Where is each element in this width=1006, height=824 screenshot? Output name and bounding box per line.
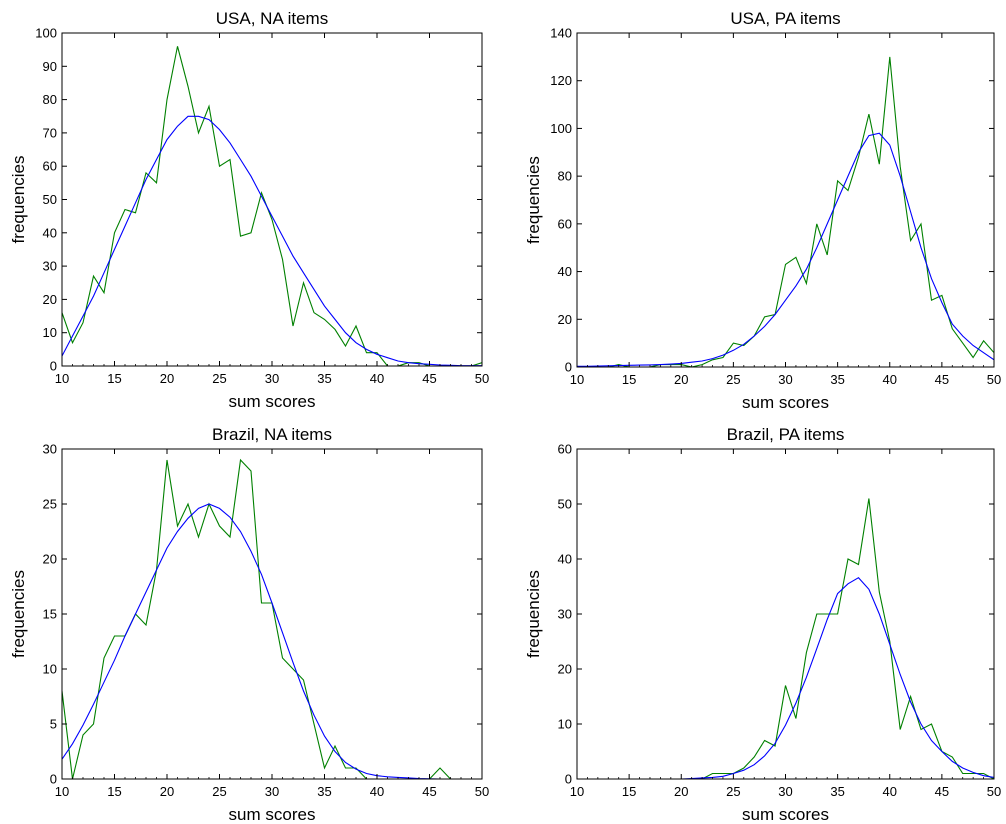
x-tick-label: 15 xyxy=(107,371,121,386)
x-tick-label: 20 xyxy=(674,784,688,799)
y-tick-label: 90 xyxy=(43,59,57,74)
series-line-observed xyxy=(577,56,994,367)
series-line-observed xyxy=(62,458,482,779)
x-tick-label: 15 xyxy=(622,372,636,387)
y-tick-label: 20 xyxy=(558,312,572,327)
x-tick-label: 25 xyxy=(726,372,740,387)
x-tick-label: 40 xyxy=(883,372,897,387)
y-tick-label: 20 xyxy=(43,552,57,567)
y-tick-label: 40 xyxy=(558,552,572,567)
chart-title: USA, NA items xyxy=(216,9,328,28)
y-tick-label: 100 xyxy=(35,26,57,41)
y-tick-label: 0 xyxy=(565,772,572,787)
y-tick-label: 30 xyxy=(43,442,57,457)
series-line-fitted xyxy=(577,576,994,779)
x-tick-label: 10 xyxy=(55,371,69,386)
plot-frame xyxy=(576,32,995,368)
x-tick-label: 10 xyxy=(55,784,69,799)
x-tick-label: 40 xyxy=(370,784,384,799)
y-tick-label: 20 xyxy=(558,662,572,677)
x-tick-label: 35 xyxy=(830,372,844,387)
y-tick-label: 30 xyxy=(43,259,57,274)
y-tick-label: 80 xyxy=(43,92,57,107)
chart-title: USA, PA items xyxy=(730,9,840,28)
plot-frame xyxy=(61,32,483,367)
y-tick-label: 10 xyxy=(43,662,57,677)
x-tick-label: 10 xyxy=(570,784,584,799)
y-tick-label: 20 xyxy=(43,292,57,307)
y-tick-label: 100 xyxy=(550,121,572,136)
x-axis-label: sum scores xyxy=(229,805,316,824)
y-tick-label: 30 xyxy=(558,607,572,622)
x-tick-label: 50 xyxy=(475,784,489,799)
y-tick-label: 140 xyxy=(550,26,572,41)
x-tick-label: 30 xyxy=(265,371,279,386)
y-tick-label: 60 xyxy=(558,442,572,457)
x-tick-label: 50 xyxy=(475,371,489,386)
y-tick-label: 25 xyxy=(43,497,57,512)
y-tick-label: 60 xyxy=(43,159,57,174)
chart-panel-usa-na: 10 15 20 25 30 35 40 45 500102030405060708090100… xyxy=(9,9,489,411)
x-tick-label: 25 xyxy=(212,784,226,799)
y-tick-label: 0 xyxy=(50,359,57,374)
series-line-fitted xyxy=(62,503,482,779)
y-axis-label: frequencies xyxy=(9,156,28,244)
y-axis-label: frequencies xyxy=(524,156,543,244)
y-axis-label: frequencies xyxy=(9,570,28,658)
y-tick-label: 120 xyxy=(550,73,572,88)
x-axis-label: sum scores xyxy=(742,393,829,412)
x-tick-label: 15 xyxy=(107,784,121,799)
series-line-observed xyxy=(577,498,994,779)
x-tick-label: 10 xyxy=(570,372,584,387)
y-tick-label: 0 xyxy=(50,772,57,787)
x-axis-label: sum scores xyxy=(742,805,829,824)
x-tick-label: 45 xyxy=(935,372,949,387)
x-tick-label: 20 xyxy=(160,371,174,386)
x-tick-label: 35 xyxy=(830,784,844,799)
y-tick-label: 50 xyxy=(558,497,572,512)
x-tick-label: 30 xyxy=(778,372,792,387)
y-tick-label: 10 xyxy=(43,325,57,340)
x-axis-label: sum scores xyxy=(229,392,316,411)
x-tick-label: 25 xyxy=(726,784,740,799)
chart-title: Brazil, NA items xyxy=(212,425,332,444)
series-line-fitted xyxy=(62,115,482,366)
y-tick-label: 50 xyxy=(43,192,57,207)
y-tick-label: 10 xyxy=(558,717,572,732)
x-tick-label: 20 xyxy=(160,784,174,799)
x-tick-label: 40 xyxy=(883,784,897,799)
y-tick-label: 60 xyxy=(558,216,572,231)
chart-title: Brazil, PA items xyxy=(727,425,845,444)
plot-frame xyxy=(61,448,483,780)
y-tick-label: 0 xyxy=(565,360,572,375)
x-tick-label: 45 xyxy=(935,784,949,799)
y-tick-label: 15 xyxy=(43,607,57,622)
y-tick-label: 5 xyxy=(50,717,57,732)
series-line-observed xyxy=(62,46,482,366)
x-tick-label: 15 xyxy=(622,784,636,799)
x-tick-label: 35 xyxy=(317,784,331,799)
x-tick-label: 50 xyxy=(987,372,1001,387)
x-tick-label: 45 xyxy=(422,784,436,799)
plot-frame xyxy=(576,448,995,780)
y-tick-label: 40 xyxy=(558,264,572,279)
x-tick-label: 30 xyxy=(265,784,279,799)
y-tick-label: 70 xyxy=(43,125,57,140)
chart-panel-brazil-na: 10 15 20 25 30 35 40 45 50 0 5 10 15 20 25 30 Brazil, NA… xyxy=(9,425,489,824)
y-axis-label: frequencies xyxy=(524,570,543,658)
y-tick-label: 80 xyxy=(558,169,572,184)
x-tick-label: 40 xyxy=(370,371,384,386)
x-tick-label: 45 xyxy=(422,371,436,386)
x-tick-label: 25 xyxy=(212,371,226,386)
x-tick-label: 30 xyxy=(778,784,792,799)
y-tick-label: 40 xyxy=(43,225,57,240)
x-tick-label: 35 xyxy=(317,371,331,386)
series-line-fitted xyxy=(577,132,994,367)
chart-panel-usa-pa: 10 15 20 25 30 35 40 45 50 0 20 40 60 80 100 120 140 USA,… xyxy=(524,9,1001,412)
x-tick-label: 20 xyxy=(674,372,688,387)
x-tick-label: 50 xyxy=(987,784,1001,799)
